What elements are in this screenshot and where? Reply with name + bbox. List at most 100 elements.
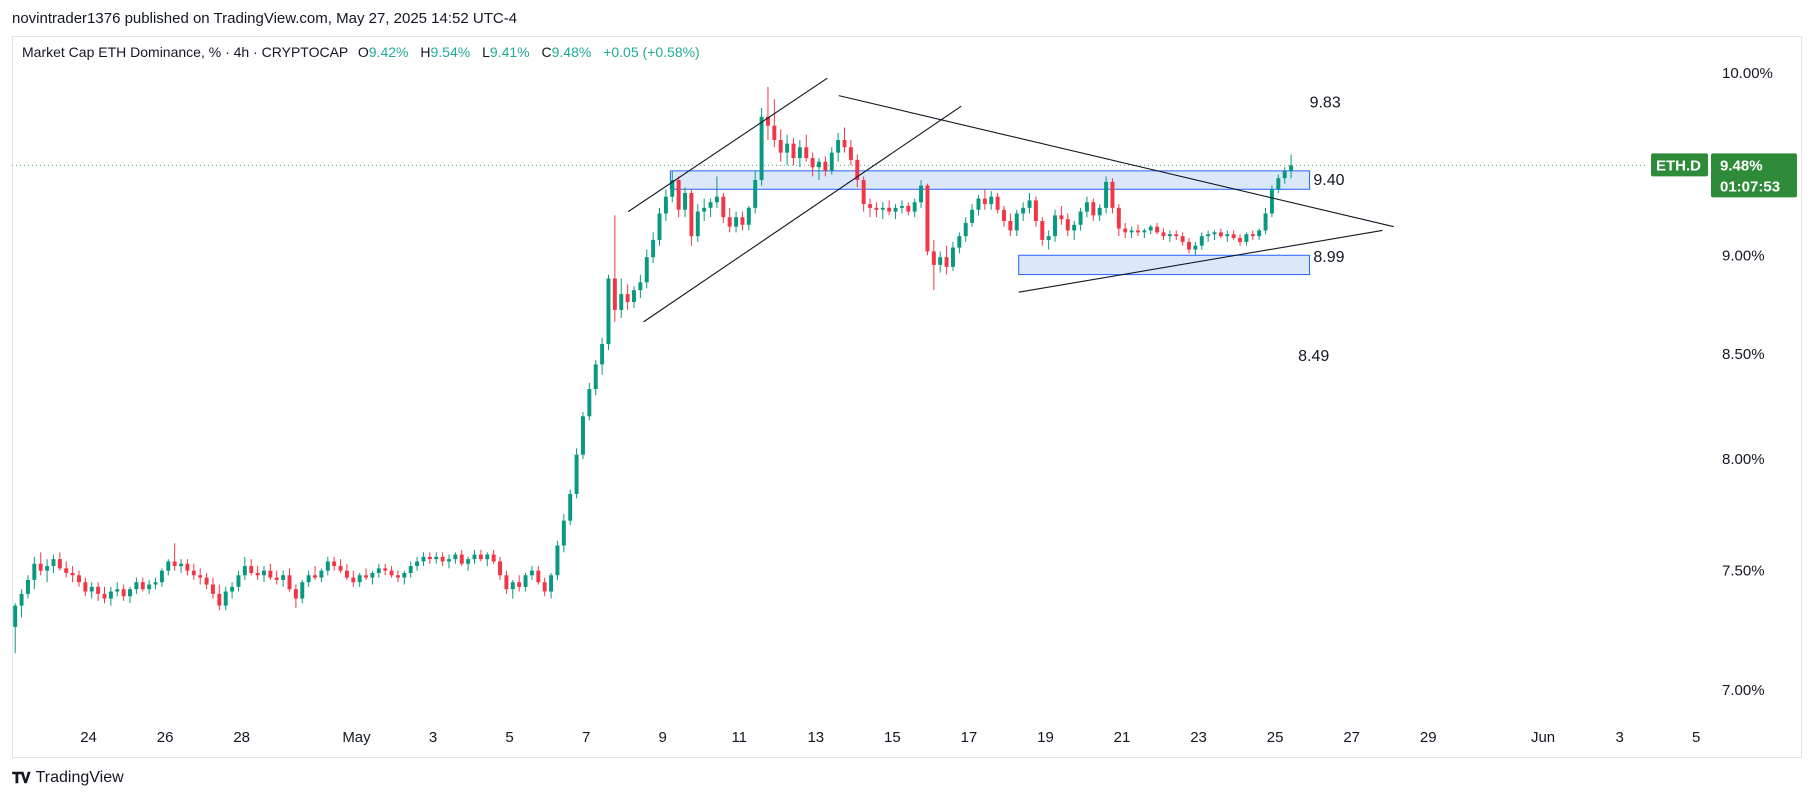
footer-brand[interactable]: 𝐓𝐕 TradingView [12, 769, 124, 787]
candle [459, 550, 464, 567]
candle [440, 552, 445, 567]
candle [523, 572, 528, 592]
candle [740, 211, 745, 231]
candle [861, 176, 866, 212]
symbol-tag-label: ETH.D [1656, 157, 1701, 174]
triangle-upper [838, 95, 1394, 228]
candle-body [313, 575, 318, 578]
candle [1129, 226, 1134, 239]
candle [893, 204, 898, 220]
candle-body [466, 559, 471, 564]
candle [319, 568, 324, 583]
candle-body [1072, 224, 1077, 231]
candle-body [1174, 234, 1179, 237]
candle-body [1053, 215, 1058, 237]
candle [708, 198, 713, 218]
x-tick-label: 27 [1343, 729, 1360, 746]
candle [402, 570, 407, 585]
resistance-zone [669, 170, 1311, 190]
candle [153, 577, 158, 590]
candle-body [1187, 241, 1191, 250]
candle-body [45, 566, 50, 571]
candle-body [727, 217, 732, 227]
candle-body [765, 116, 770, 126]
price-label-8-99: 8.99 [1313, 249, 1344, 266]
labels-layer: 9.83 9.40 8.99 8.49 [1298, 95, 1345, 366]
candle-body [874, 207, 879, 210]
candle [600, 337, 605, 375]
x-tick-label: 25 [1267, 729, 1284, 746]
candle-body [1129, 230, 1134, 233]
chart-frame [12, 36, 1802, 758]
candle-body [281, 575, 286, 580]
candle [370, 570, 375, 585]
x-tick-label: 7 [582, 729, 590, 746]
candle [325, 556, 330, 576]
candle [1174, 230, 1179, 240]
x-axis[interactable]: 24 26 28 May 3 5 7 9 11 13 15 17 19 21 23 25 27 29 Jun 3 5 [80, 729, 1700, 746]
candle-body [255, 572, 260, 576]
candle-body [357, 575, 362, 583]
bar-countdown: 01:07:53 [1720, 178, 1780, 195]
candle [887, 200, 892, 216]
candle [1084, 196, 1089, 218]
candle-body [223, 591, 228, 606]
candle-body [1078, 211, 1083, 225]
candle-body [1091, 202, 1096, 216]
candle [638, 274, 643, 299]
candle-body [485, 554, 490, 560]
candle-body [568, 493, 573, 521]
candle-body [1002, 209, 1006, 222]
candle-body [625, 294, 630, 303]
candle-body [1148, 226, 1153, 231]
candle-body [434, 556, 439, 560]
candles-layer [13, 86, 1294, 654]
candle [810, 152, 815, 177]
y-axis[interactable]: 10.00%9.50%9.00%8.50%8.00%7.50%7.00%ETH.… [1651, 65, 1797, 699]
candle [957, 232, 962, 254]
candle-body [982, 198, 987, 205]
x-tick-label: May [342, 729, 371, 746]
candle [1065, 213, 1070, 237]
candle-body [185, 563, 190, 571]
candle [1078, 207, 1083, 231]
candle [32, 556, 37, 590]
candle [1123, 222, 1128, 239]
candle-body [880, 207, 885, 210]
candle [574, 448, 579, 499]
candle [906, 202, 911, 216]
candle [262, 566, 266, 583]
legend-symbol[interactable]: Market Cap ETH Dominance, % · 4h · CRYPT… [22, 44, 348, 60]
candle-body [217, 593, 222, 606]
candle [185, 559, 190, 576]
candle-body [797, 147, 802, 159]
candle-body [1238, 238, 1243, 242]
candle-body [1269, 189, 1274, 214]
candle [504, 570, 509, 594]
legend-open-label: O [357, 44, 369, 60]
candle [268, 563, 273, 580]
candle [466, 556, 471, 571]
candle-body [542, 582, 547, 592]
candle [147, 579, 152, 594]
candle-body [427, 556, 432, 560]
candle [357, 572, 362, 587]
x-tick-label: 23 [1190, 729, 1207, 746]
candle [313, 566, 318, 580]
candle-body [421, 556, 426, 562]
publisher-info: novintrader1376 published on TradingView… [12, 10, 518, 27]
candle-body [364, 575, 369, 578]
candle-body [325, 561, 330, 571]
candle-body [632, 290, 636, 303]
candle [785, 134, 790, 166]
candle [746, 205, 751, 231]
candle [57, 552, 62, 571]
trendlines-layer [627, 77, 1394, 323]
footer-brand-label: TradingView [35, 769, 124, 786]
candle [230, 582, 235, 599]
candle-body [1161, 232, 1166, 237]
candle-body [262, 570, 266, 576]
y-tick-label: 10.00% [1722, 65, 1773, 82]
candle [140, 577, 145, 592]
